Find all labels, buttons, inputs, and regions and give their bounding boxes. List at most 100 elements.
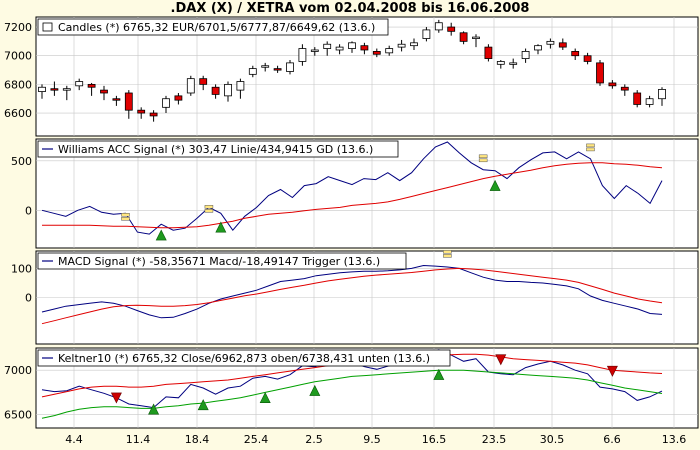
candle-up: [335, 46, 344, 51]
chart-title: .DAX (X) / XETRA vom 02.04.2008 bis 16.0…: [170, 1, 530, 16]
candle-up: [310, 49, 319, 52]
y-tick-label: 6800: [4, 78, 32, 91]
buy-signal-marker: [215, 221, 227, 233]
candle-down: [360, 45, 369, 51]
signal-marker: [586, 143, 595, 148]
candle-up: [298, 48, 307, 62]
candle-down: [447, 26, 456, 32]
candle-up: [348, 42, 356, 49]
signal-marker: [586, 147, 595, 152]
candle-down: [199, 78, 208, 85]
y-tick-label: 7000: [4, 50, 32, 63]
legend-label: Keltner10 (*) 6765,32 Close/6962,873 obe…: [58, 352, 430, 365]
candle-down: [174, 95, 183, 101]
x-tick-label: 25.4: [244, 433, 269, 446]
y-tick-label: 0: [25, 204, 32, 217]
sell-signal-marker: [495, 354, 507, 366]
legend-label: Williams ACC Signal (*) 303,47 Linie/434…: [58, 143, 373, 156]
buy-signal-marker: [433, 368, 445, 380]
candle-down: [633, 92, 642, 105]
x-tick-label: 6.6: [603, 433, 621, 446]
candle-up: [162, 98, 170, 108]
candle-up: [38, 86, 46, 92]
candle-down: [273, 68, 282, 71]
y-tick-label: 0: [25, 292, 32, 305]
panel-4: Keltner10 (*) 6765,32 Close/6962,873 obe…: [35, 347, 699, 429]
x-tick-label: 2.5: [305, 433, 323, 446]
candle-up: [186, 78, 195, 94]
candle-up: [397, 43, 406, 48]
candle-down: [211, 86, 220, 95]
candle-up: [385, 48, 394, 54]
y-tick-label: 100: [11, 262, 32, 275]
legend-box: [37, 252, 407, 270]
series-line-blue: [41, 141, 663, 235]
panel-2: Williams ACC Signal (*) 303,47 Linie/434…: [35, 138, 699, 249]
candle-down: [620, 86, 629, 91]
signal-marker: [478, 154, 488, 159]
buy-signal-marker: [197, 399, 209, 411]
y-tick-label: 500: [11, 155, 32, 168]
candle-down: [124, 92, 133, 111]
series-line-red: [41, 267, 663, 325]
x-tick-label: 4.4: [65, 433, 83, 446]
candle-down: [459, 32, 468, 42]
sell-signal-marker: [110, 392, 122, 404]
buy-signal-marker: [148, 403, 160, 415]
signal-marker: [204, 209, 214, 213]
candle-up: [323, 43, 332, 49]
candle-down: [87, 83, 96, 88]
candle-up: [75, 81, 84, 87]
sell-signal-marker: [606, 365, 618, 377]
signal-marker: [478, 158, 488, 163]
signal-marker: [121, 213, 130, 217]
series-line-blue: [41, 264, 663, 319]
candle-up: [286, 62, 294, 72]
candle-up: [261, 65, 270, 68]
x-tick-label: 16.5: [422, 433, 447, 446]
candle-up: [521, 51, 530, 59]
candle-up: [509, 62, 518, 65]
x-tick-label: 11.4: [126, 433, 151, 446]
candle-down: [608, 82, 617, 87]
signal-marker: [204, 205, 214, 209]
candle-down: [149, 112, 158, 117]
y-tick-label: 7000: [4, 364, 32, 377]
x-tick-label: 9.5: [363, 433, 381, 446]
x-tick-label: 23.5: [482, 433, 507, 446]
candle-down: [372, 51, 381, 55]
signal-marker: [121, 217, 130, 221]
candle-up: [62, 88, 71, 91]
candle-down: [583, 55, 592, 62]
y-tick-label: 6600: [4, 107, 32, 120]
candle-up: [236, 81, 245, 91]
panel-1: Candles (*) 6765,32 EUR/6701,5/6777,87/6…: [35, 16, 699, 137]
candle-down: [571, 51, 580, 57]
candle-up: [546, 40, 555, 45]
candle-down: [596, 62, 604, 84]
candle-up: [248, 68, 257, 75]
candle-up: [224, 83, 232, 97]
legend-box: [37, 349, 451, 367]
series-line-red: [42, 162, 663, 229]
candle-up: [534, 45, 542, 51]
buy-signal-marker: [309, 384, 321, 396]
candle-down: [558, 42, 567, 48]
candle-down: [112, 98, 121, 101]
signal-marker: [443, 250, 452, 254]
y-tick-label: 7200: [4, 21, 32, 34]
candle-up: [434, 22, 443, 31]
x-tick-label: 30.5: [540, 433, 565, 446]
candle-up: [422, 29, 431, 39]
candle-down: [100, 89, 108, 94]
candle-up: [496, 61, 505, 65]
candle-down: [137, 109, 146, 114]
buy-signal-marker: [155, 229, 167, 241]
buy-signal-marker: [259, 391, 271, 403]
x-tick-label: 18.4: [185, 433, 210, 446]
candle-up: [410, 42, 418, 47]
panel-frame: [35, 16, 699, 137]
candle-down: [484, 46, 493, 59]
signal-marker: [443, 254, 452, 258]
